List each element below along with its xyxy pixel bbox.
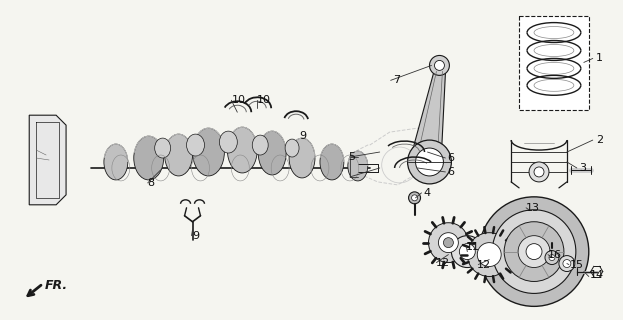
Ellipse shape (134, 136, 164, 180)
Text: 9: 9 (193, 231, 199, 241)
Ellipse shape (258, 131, 286, 175)
Circle shape (412, 195, 417, 201)
Polygon shape (29, 115, 66, 205)
Circle shape (529, 162, 549, 182)
Text: 6: 6 (447, 167, 454, 177)
Circle shape (526, 244, 542, 260)
Circle shape (444, 238, 454, 248)
Circle shape (549, 255, 555, 260)
Circle shape (429, 223, 468, 262)
Circle shape (452, 236, 483, 268)
Circle shape (563, 260, 571, 268)
Text: 3: 3 (579, 163, 586, 173)
Text: 10: 10 (231, 95, 245, 105)
Text: 15: 15 (570, 260, 584, 269)
Circle shape (467, 233, 511, 276)
Text: 2: 2 (596, 135, 603, 145)
Circle shape (534, 167, 544, 177)
Circle shape (545, 251, 559, 265)
Text: 11: 11 (467, 242, 480, 252)
Circle shape (439, 233, 459, 252)
Text: 5: 5 (348, 152, 355, 162)
Ellipse shape (227, 127, 257, 173)
Bar (519, 16, 589, 110)
Text: 16: 16 (548, 250, 562, 260)
Polygon shape (412, 73, 445, 170)
Circle shape (504, 222, 564, 282)
Text: 9: 9 (299, 131, 306, 141)
Ellipse shape (289, 138, 315, 178)
Text: 8: 8 (148, 178, 155, 188)
Ellipse shape (186, 134, 204, 156)
Circle shape (459, 244, 475, 260)
Ellipse shape (155, 138, 171, 158)
Circle shape (492, 210, 576, 293)
Ellipse shape (320, 144, 344, 180)
Ellipse shape (219, 131, 237, 153)
Circle shape (434, 60, 444, 70)
Circle shape (477, 243, 501, 267)
Text: 14: 14 (590, 270, 604, 281)
Ellipse shape (193, 128, 224, 176)
Text: 12: 12 (477, 260, 492, 269)
Text: FR.: FR. (45, 279, 69, 292)
Text: 13: 13 (526, 203, 540, 213)
Ellipse shape (285, 139, 299, 157)
Text: 12: 12 (435, 258, 450, 268)
Text: 7: 7 (392, 75, 400, 85)
Ellipse shape (104, 144, 128, 180)
Circle shape (416, 148, 444, 176)
Text: 4: 4 (424, 188, 430, 198)
Text: 1: 1 (596, 53, 603, 63)
Circle shape (559, 256, 575, 271)
Ellipse shape (164, 134, 193, 176)
Ellipse shape (348, 151, 368, 181)
Text: 10: 10 (257, 95, 271, 105)
Circle shape (409, 192, 421, 204)
Circle shape (429, 55, 449, 76)
Circle shape (407, 140, 452, 184)
Text: 6: 6 (447, 153, 454, 163)
Circle shape (518, 236, 550, 268)
Circle shape (479, 197, 589, 306)
Ellipse shape (252, 135, 268, 155)
